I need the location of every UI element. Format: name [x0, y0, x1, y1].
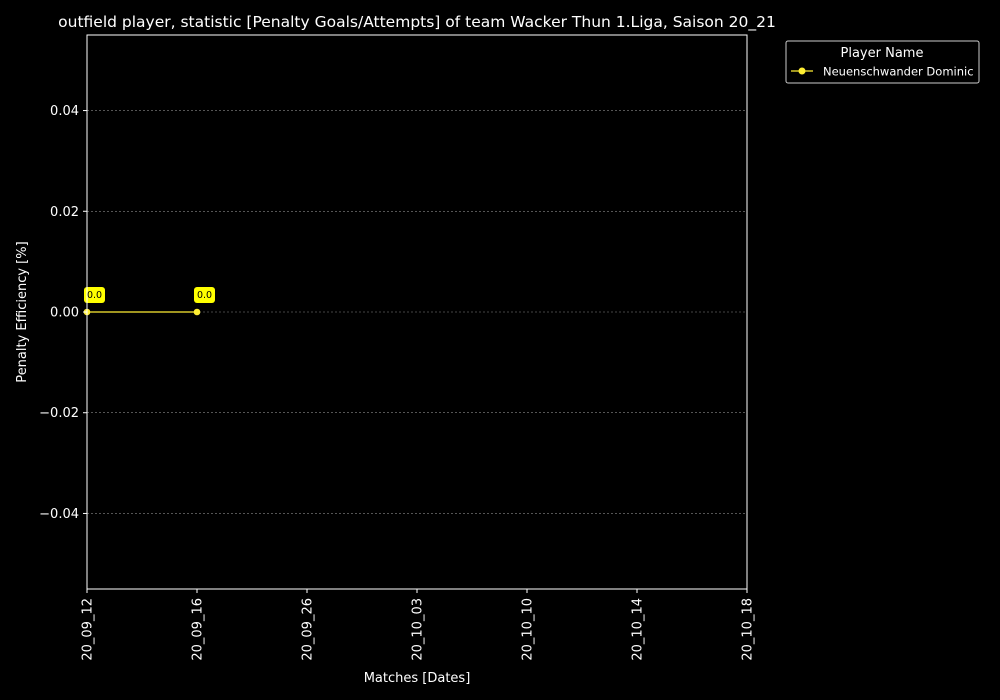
- x-tick-label: 20_10_10: [521, 598, 536, 661]
- x-axis-label: Matches [Dates]: [364, 671, 471, 686]
- legend: Player Name Neuenschwander Dominic: [785, 40, 980, 84]
- data-label: 0.0: [87, 290, 102, 301]
- x-axis: 20_09_12 20_09_16 20_09_26 20_10_03 20_10_10…: [81, 589, 756, 661]
- chart-title: outfield player, statistic [Penalty Goal…: [58, 13, 776, 32]
- y-tick-label: 0.02: [50, 205, 79, 220]
- data-series: 0.0 0.0: [83, 287, 215, 316]
- y-tick-label: 0.04: [50, 104, 79, 119]
- data-label: 0.0: [197, 290, 212, 301]
- x-tick-label: 20_10_14: [631, 598, 646, 661]
- legend-title: Player Name: [841, 46, 924, 61]
- x-tick-label: 20_10_18: [741, 598, 756, 661]
- y-axis-label: Penalty Efficiency [%]: [15, 241, 30, 382]
- data-label-box: [84, 287, 105, 303]
- legend-box: [785, 40, 980, 84]
- x-tick-label: 20_09_12: [81, 598, 96, 661]
- x-tick-label: 20_09_26: [301, 598, 316, 661]
- x-tick-label: 20_09_16: [191, 598, 206, 661]
- data-label-box: [194, 287, 215, 303]
- x-tick-label: 20_10_03: [411, 598, 426, 661]
- y-axis: 0.04 0.02 0.00 −0.02 −0.04: [39, 104, 87, 522]
- y-tick-label: −0.02: [39, 406, 79, 421]
- y-tick-label: −0.04: [39, 507, 79, 522]
- legend-series-name: Neuenschwander Dominic: [823, 65, 974, 79]
- y-tick-label: 0.00: [50, 306, 79, 321]
- legend-series-marker: [798, 67, 806, 75]
- data-point: [193, 308, 201, 316]
